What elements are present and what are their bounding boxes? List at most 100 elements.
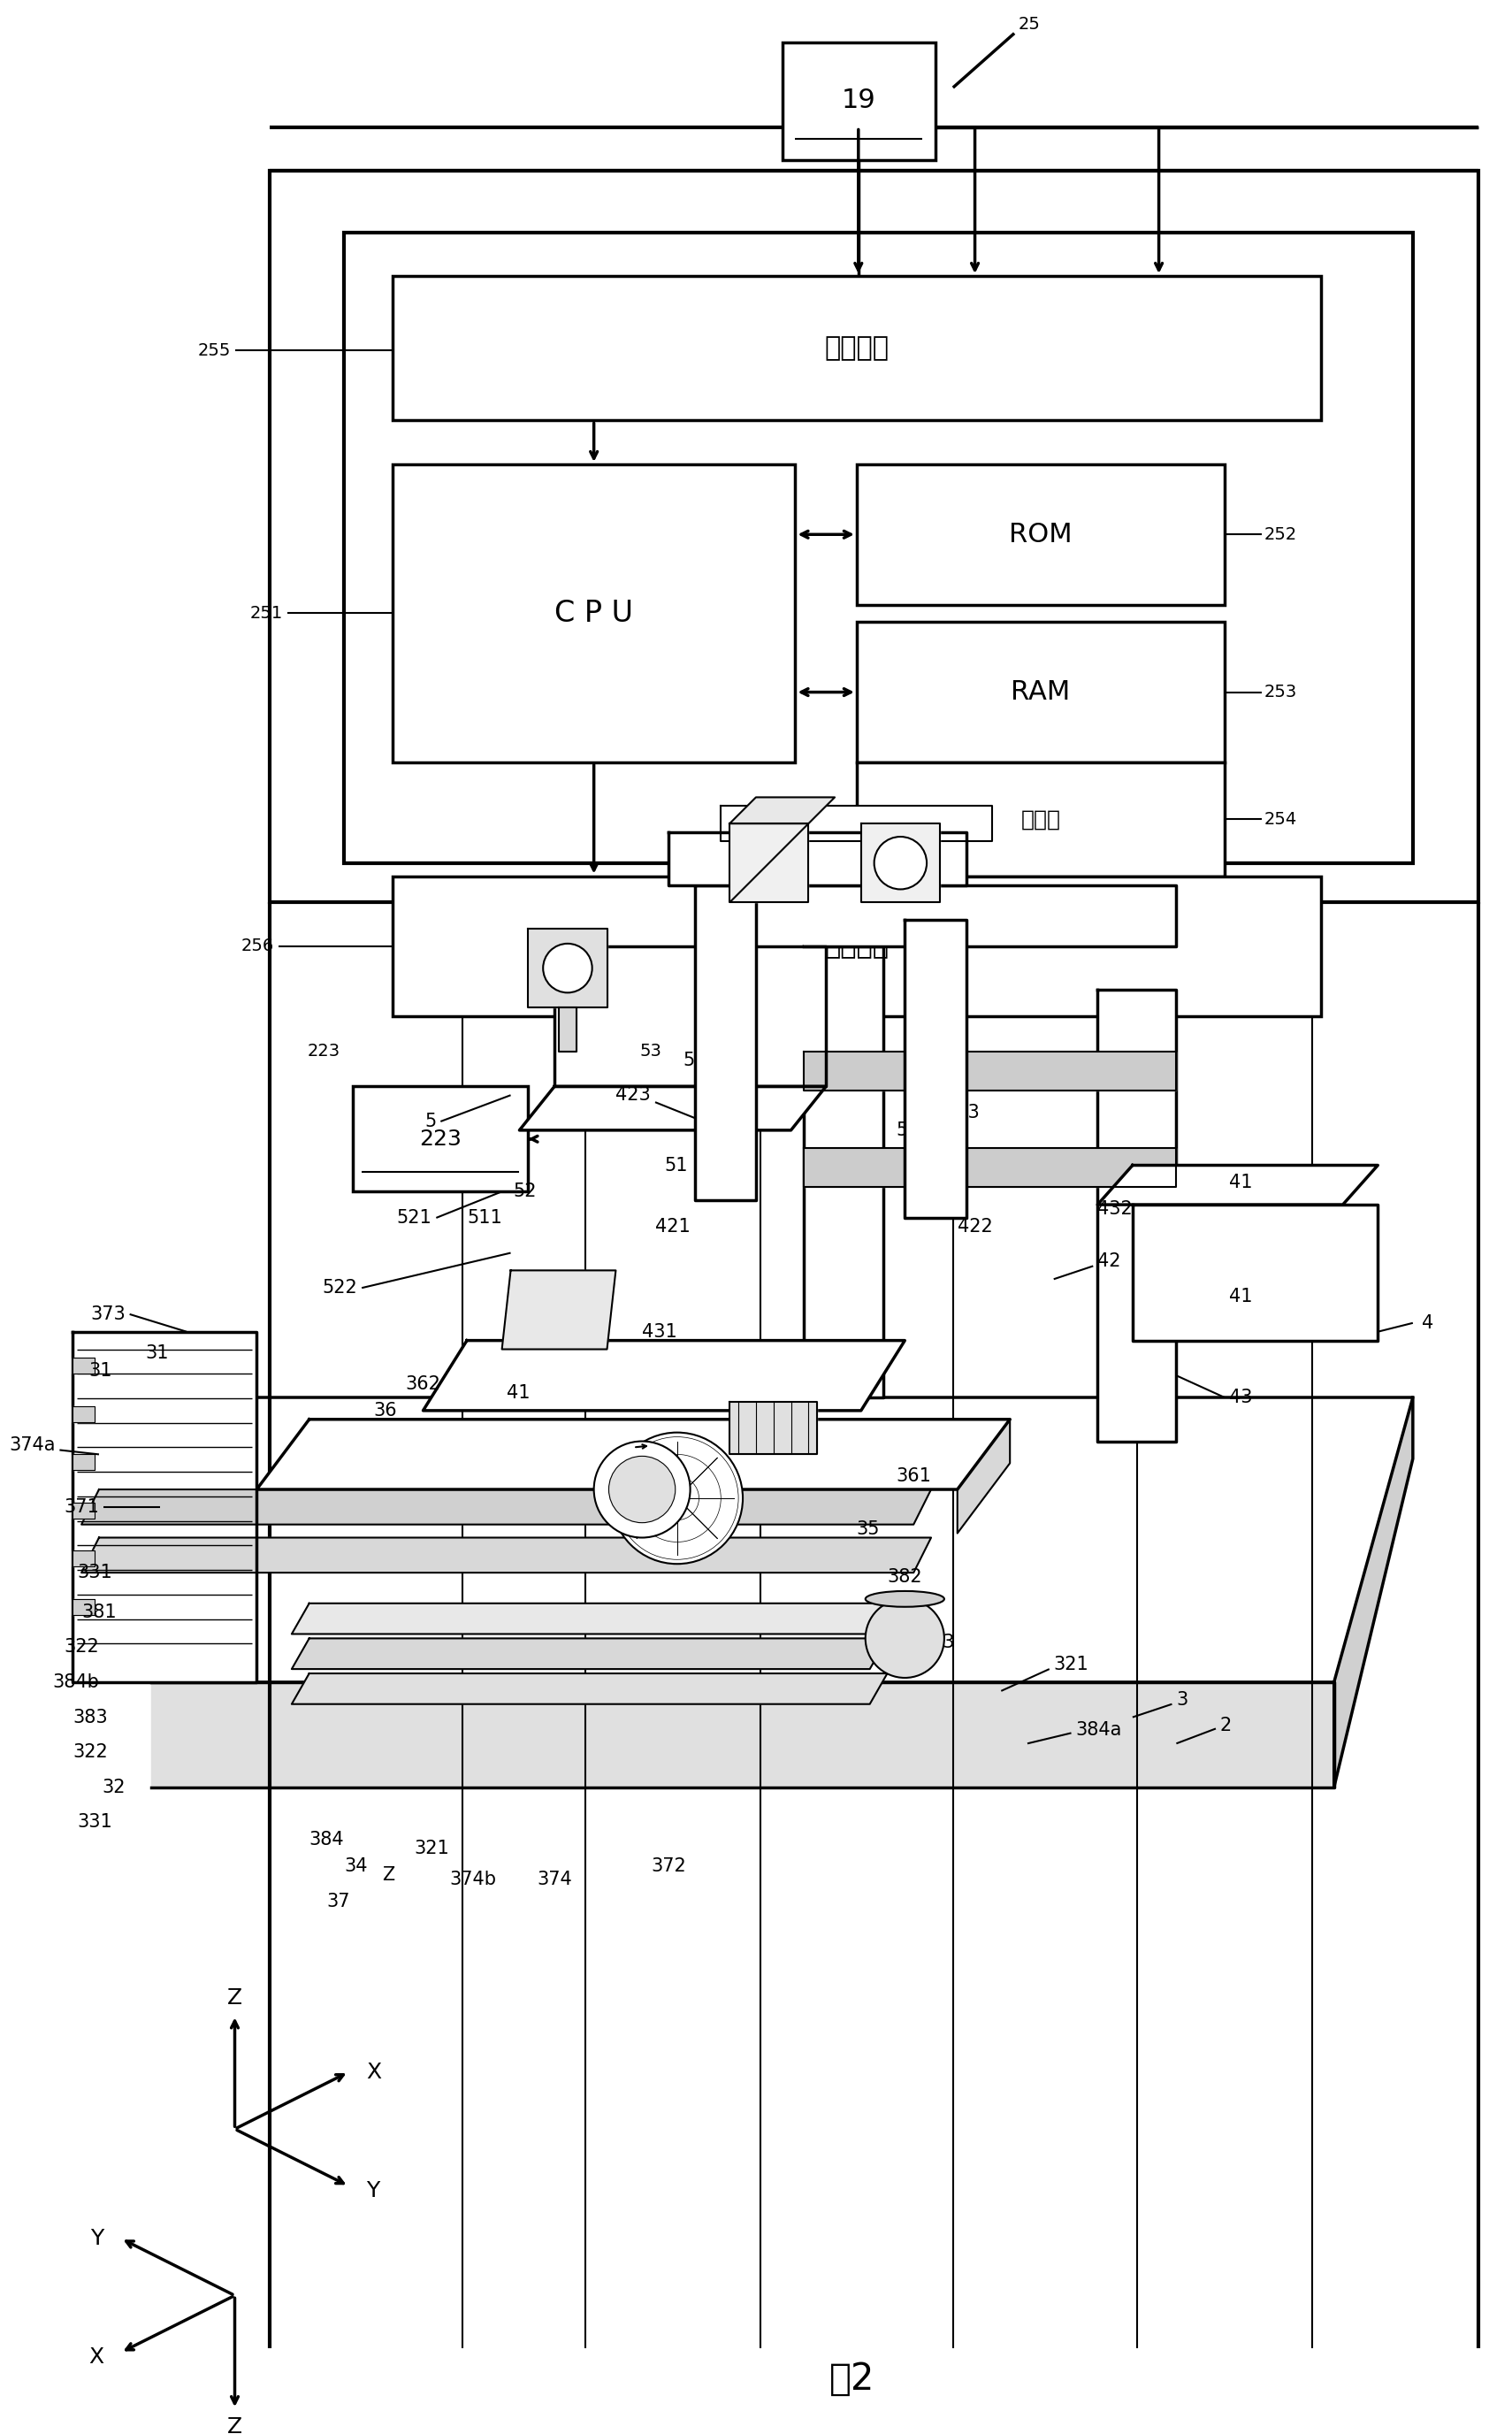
Text: 383: 383 <box>73 1709 107 1726</box>
Text: 251: 251 <box>249 606 283 621</box>
Text: 6: 6 <box>513 1331 523 1348</box>
Text: 374b: 374b <box>449 1869 496 1889</box>
Text: 53: 53 <box>683 1051 706 1069</box>
Text: Z: Z <box>381 1867 395 1884</box>
Circle shape <box>865 1599 943 1677</box>
Text: 31: 31 <box>145 1346 169 1363</box>
Text: 41: 41 <box>1229 1173 1252 1193</box>
Text: 321: 321 <box>414 1840 449 1857</box>
Text: 223: 223 <box>307 1042 340 1059</box>
Polygon shape <box>73 1407 95 1421</box>
Polygon shape <box>804 886 1176 947</box>
Text: 423: 423 <box>943 1105 980 1122</box>
Text: C P U: C P U <box>555 599 634 628</box>
Text: 384a: 384a <box>1075 1721 1122 1740</box>
Polygon shape <box>804 1149 1176 1188</box>
Text: 42: 42 <box>1098 1254 1120 1271</box>
Text: 374a: 374a <box>9 1436 56 1456</box>
Text: 5: 5 <box>425 1112 437 1129</box>
Polygon shape <box>528 930 606 1008</box>
Bar <box>857 623 1225 762</box>
Text: 36: 36 <box>373 1402 396 1419</box>
Text: 图2: 图2 <box>830 2361 875 2397</box>
Text: 41: 41 <box>507 1385 529 1402</box>
Circle shape <box>874 837 927 888</box>
Text: 32: 32 <box>101 1779 125 1796</box>
Polygon shape <box>257 1419 1010 1490</box>
Text: 3: 3 <box>1176 1692 1188 1709</box>
Polygon shape <box>73 1358 95 1373</box>
Polygon shape <box>73 1456 95 1470</box>
Text: 422: 422 <box>957 1217 992 1236</box>
Bar <box>857 762 1225 876</box>
Text: 532: 532 <box>897 1122 931 1139</box>
Polygon shape <box>98 1397 1412 1682</box>
Polygon shape <box>82 1538 931 1572</box>
Text: 43: 43 <box>1229 1387 1252 1407</box>
Bar <box>782 41 936 161</box>
Text: 361: 361 <box>897 1468 931 1485</box>
Circle shape <box>594 1441 689 1538</box>
Text: 331: 331 <box>77 1813 112 1830</box>
Text: 382: 382 <box>888 1567 922 1587</box>
Text: 522: 522 <box>322 1280 357 1297</box>
Polygon shape <box>73 1599 95 1614</box>
Polygon shape <box>423 1341 904 1412</box>
Polygon shape <box>804 1051 1176 1090</box>
Polygon shape <box>1098 1166 1377 1205</box>
Polygon shape <box>694 886 756 1200</box>
Text: 34: 34 <box>345 1857 367 1874</box>
Circle shape <box>611 1434 742 1565</box>
Text: 331: 331 <box>77 1563 112 1582</box>
Polygon shape <box>957 1419 1010 1533</box>
Bar <box>393 465 795 762</box>
Bar <box>857 465 1225 604</box>
Text: 371: 371 <box>64 1497 98 1516</box>
Text: RAM: RAM <box>1012 679 1070 706</box>
Text: 431: 431 <box>643 1324 677 1341</box>
Polygon shape <box>151 1682 1334 1787</box>
Text: 33: 33 <box>931 1633 954 1653</box>
Bar <box>345 231 1412 864</box>
Polygon shape <box>73 1502 95 1519</box>
Text: 计数器: 计数器 <box>1021 808 1060 830</box>
Polygon shape <box>1334 1397 1412 1787</box>
Text: 384: 384 <box>310 1830 345 1850</box>
Polygon shape <box>559 1008 576 1051</box>
Bar <box>393 876 1321 1017</box>
Polygon shape <box>82 1490 931 1524</box>
Text: 19: 19 <box>841 88 875 114</box>
Text: Y: Y <box>89 2227 103 2249</box>
Text: 322: 322 <box>73 1743 107 1762</box>
Text: 423: 423 <box>615 1086 650 1105</box>
Text: X: X <box>366 2062 381 2084</box>
Circle shape <box>609 1456 676 1524</box>
Text: 53: 53 <box>640 1042 662 1059</box>
Text: 4: 4 <box>1421 1314 1433 1331</box>
Text: 374: 374 <box>537 1869 572 1889</box>
Text: 2: 2 <box>1220 1716 1232 1735</box>
Text: 254: 254 <box>1264 811 1297 828</box>
Text: Y: Y <box>366 2181 380 2200</box>
Bar <box>393 275 1321 421</box>
Text: 41: 41 <box>1229 1288 1252 1305</box>
Text: 255: 255 <box>198 343 230 358</box>
Text: 421: 421 <box>655 1217 689 1236</box>
Text: 252: 252 <box>1264 526 1297 543</box>
Text: 253: 253 <box>1264 684 1297 701</box>
Text: 381: 381 <box>82 1604 116 1621</box>
Text: Z: Z <box>227 1986 242 2008</box>
Polygon shape <box>555 947 826 1086</box>
Text: 输入接口: 输入接口 <box>824 336 889 360</box>
Text: 521: 521 <box>396 1210 432 1227</box>
Text: 372: 372 <box>650 1857 686 1874</box>
Polygon shape <box>73 1550 95 1567</box>
Bar <box>352 1086 528 1193</box>
Polygon shape <box>292 1675 888 1704</box>
Text: 52: 52 <box>514 1183 537 1200</box>
Text: 256: 256 <box>242 937 274 954</box>
Polygon shape <box>1132 1205 1377 1341</box>
Circle shape <box>543 944 593 993</box>
Polygon shape <box>804 947 883 1397</box>
Text: 321: 321 <box>1054 1655 1089 1675</box>
